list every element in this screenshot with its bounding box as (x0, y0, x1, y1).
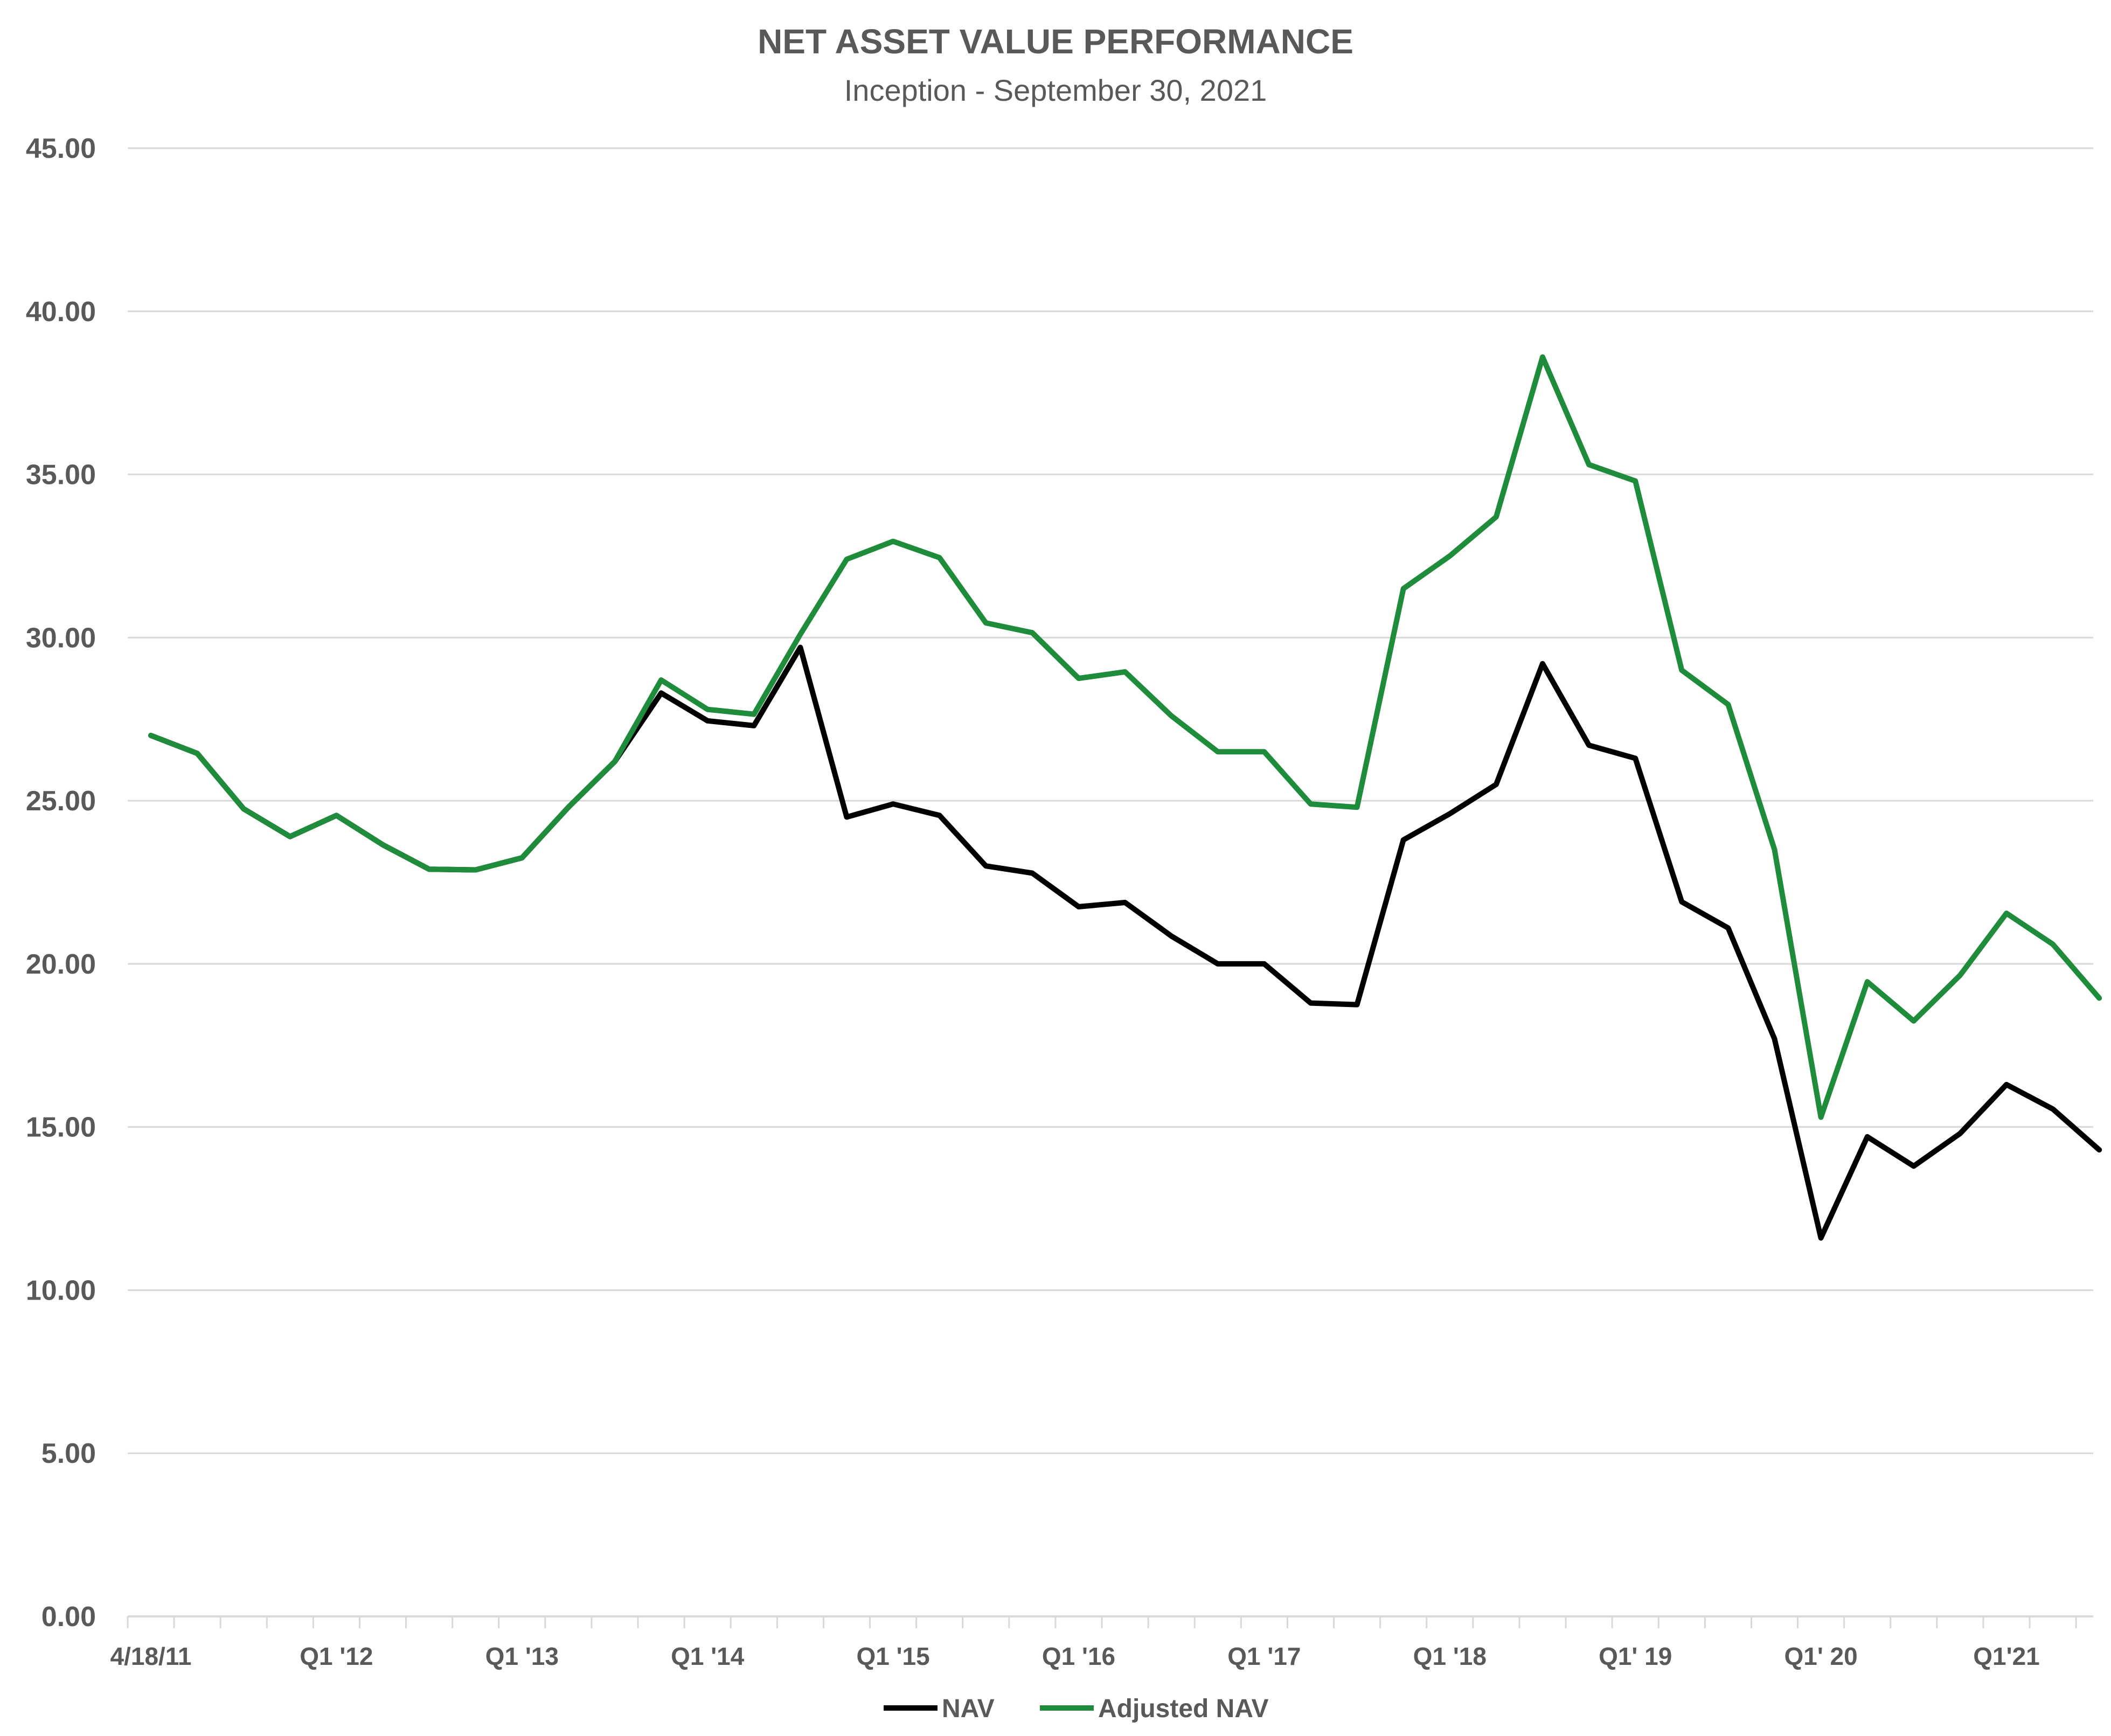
x-tick-label: Q1' 20 (1784, 1642, 1857, 1670)
legend-label: NAV (942, 1695, 995, 1723)
y-tick-label: 35.00 (26, 460, 96, 491)
x-tick-label: Q1 '16 (1042, 1642, 1115, 1670)
y-tick-label: 15.00 (26, 1112, 96, 1143)
y-tick-label: 0.00 (41, 1601, 96, 1633)
x-tick-label: 4/18/11 (110, 1642, 192, 1670)
x-tick-label: Q1 '14 (671, 1642, 745, 1670)
y-tick-label: 40.00 (26, 296, 96, 328)
y-tick-label: 10.00 (26, 1275, 96, 1306)
y-axis-ticks: 0.00 5.00 10.00 15.00 20.00 25.00 30.00 35.00 40… (26, 133, 96, 1633)
x-axis: 4/18/11 Q1 '12 Q1 '13 Q1 '14 Q1 '15 Q1 '16 Q1 … (110, 1615, 2093, 1670)
x-tick-label: Q1 '13 (485, 1642, 559, 1670)
chart-subtitle: Inception - September 30, 2021 (844, 73, 1267, 107)
x-tick-label: Q1'21 (1973, 1642, 2039, 1670)
x-tick-label: Q1' 19 (1599, 1642, 1672, 1670)
series-line-adjusted-nav (148, 354, 2102, 1120)
y-tick-label: 20.00 (26, 949, 96, 980)
series-line-nav (148, 644, 2102, 1241)
y-tick-label: 45.00 (26, 133, 96, 164)
y-tick-label: 5.00 (41, 1438, 96, 1469)
x-tick-label: Q1 '17 (1227, 1642, 1301, 1670)
y-tick-label: 30.00 (26, 622, 96, 654)
gridlines (128, 147, 2093, 1454)
x-tick-label: Q1 '12 (300, 1642, 373, 1670)
legend: NAV Adjusted NAV (884, 1695, 1268, 1723)
series-lines (148, 354, 2102, 1241)
x-tick-label: Q1 '18 (1413, 1642, 1487, 1670)
chart-title: NET ASSET VALUE PERFORMANCE (758, 22, 1353, 61)
y-tick-label: 25.00 (26, 786, 96, 817)
legend-label: Adjusted NAV (1098, 1695, 1268, 1723)
x-tick-label: Q1 '15 (856, 1642, 929, 1670)
